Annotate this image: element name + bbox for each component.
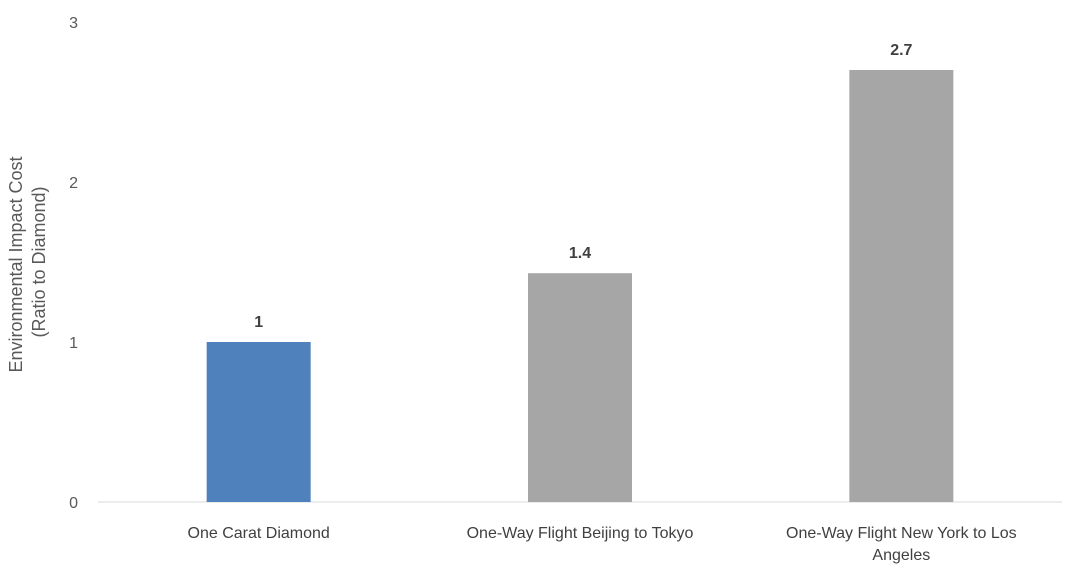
y-axis-title: Environmental Impact Cost (Ratio to Diam… [6,151,49,372]
category-labels: One Carat Diamond One-Way Flight Beijing … [188,525,1017,564]
bar [528,273,632,502]
y-axis-title-line2: (Ratio to Diamond) [29,186,49,337]
data-labels: 1 1.4 2.7 [254,42,912,331]
category-label: One-Way Flight New York to Los Angeles [786,525,1017,564]
data-label: 2.7 [890,42,912,59]
category-label: One Carat Diamond [188,525,330,542]
data-label: 1 [254,314,263,331]
y-tick-label: 1 [69,335,78,352]
bar [849,70,954,502]
bar [206,342,311,502]
y-tick-label: 2 [69,175,78,192]
y-axis-ticks: 0 1 2 3 [69,15,78,512]
y-tick-label: 3 [69,15,78,32]
category-label: One-Way Flight Beijing to Tokyo [467,525,694,542]
bars [206,70,954,502]
data-label: 1.4 [569,245,591,262]
y-axis-title-line1: Environmental Impact Cost [6,156,26,372]
y-tick-label: 0 [69,495,78,512]
